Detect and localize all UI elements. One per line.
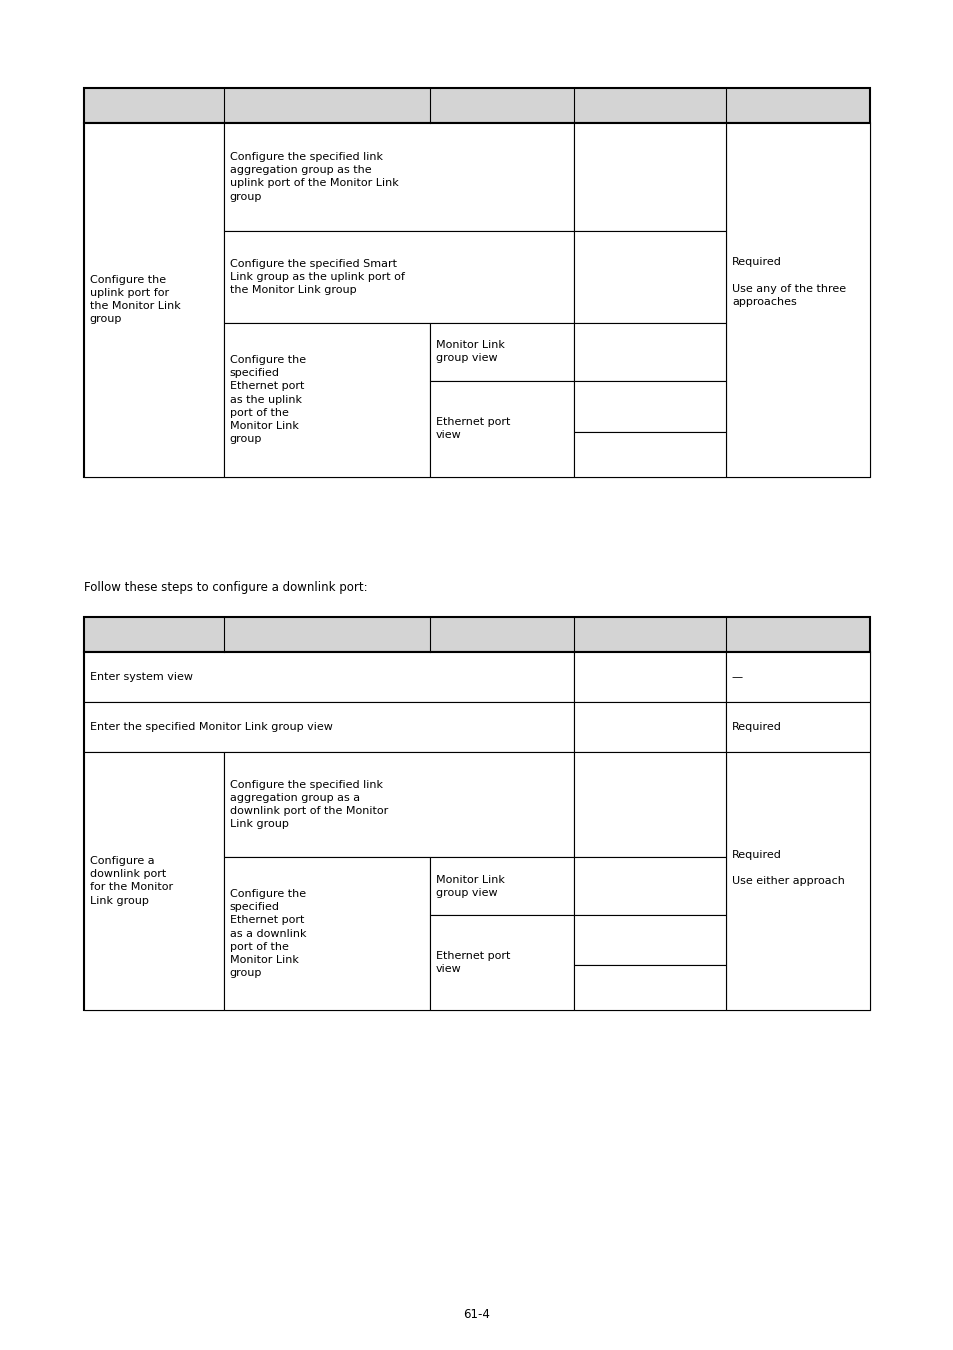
- Bar: [574, 915, 725, 965]
- Text: Required: Required: [731, 722, 781, 732]
- Bar: [84, 617, 869, 652]
- Bar: [574, 323, 725, 381]
- Bar: [574, 381, 725, 432]
- Text: Monitor Link
group view: Monitor Link group view: [436, 340, 504, 363]
- Bar: [84, 652, 574, 702]
- Text: Configure the specified link
aggregation group as a
downlink port of the Monitor: Configure the specified link aggregation…: [230, 780, 388, 829]
- Bar: [574, 857, 725, 915]
- Bar: [224, 323, 430, 477]
- Text: Configure the specified Smart
Link group as the uplink port of
the Monitor Link : Configure the specified Smart Link group…: [230, 259, 404, 294]
- Text: Ethernet port
view: Ethernet port view: [436, 417, 510, 440]
- Bar: [725, 123, 869, 477]
- Bar: [224, 123, 574, 231]
- Bar: [430, 381, 574, 477]
- Bar: [84, 123, 869, 477]
- Text: Enter system view: Enter system view: [90, 672, 193, 682]
- Bar: [725, 702, 869, 752]
- Bar: [224, 752, 574, 857]
- Bar: [430, 915, 574, 1010]
- Bar: [574, 652, 725, 702]
- Text: Configure the
specified
Ethernet port
as a downlink
port of the
Monitor Link
gro: Configure the specified Ethernet port as…: [230, 888, 306, 979]
- Text: Configure the specified link
aggregation group as the
uplink port of the Monitor: Configure the specified link aggregation…: [230, 153, 398, 201]
- Bar: [84, 652, 869, 1010]
- Bar: [430, 323, 574, 381]
- Bar: [574, 231, 725, 323]
- Bar: [725, 652, 869, 702]
- Bar: [84, 752, 224, 1010]
- Text: 61-4: 61-4: [463, 1308, 490, 1322]
- Text: Required

Use either approach: Required Use either approach: [731, 849, 844, 886]
- Bar: [574, 432, 725, 477]
- Bar: [224, 231, 574, 323]
- Bar: [725, 752, 869, 1010]
- Text: Ethernet port
view: Ethernet port view: [436, 950, 510, 975]
- Text: Enter the specified Monitor Link group view: Enter the specified Monitor Link group v…: [90, 722, 333, 732]
- Bar: [574, 752, 725, 857]
- Bar: [574, 123, 725, 231]
- Text: —: —: [731, 672, 742, 682]
- Bar: [224, 857, 430, 1010]
- Bar: [84, 702, 574, 752]
- Bar: [84, 123, 224, 477]
- Text: Configure the
uplink port for
the Monitor Link
group: Configure the uplink port for the Monito…: [90, 275, 180, 324]
- Text: Configure the
specified
Ethernet port
as the uplink
port of the
Monitor Link
gro: Configure the specified Ethernet port as…: [230, 355, 305, 444]
- Text: Required

Use any of the three
approaches: Required Use any of the three approaches: [731, 258, 845, 306]
- Text: Monitor Link
group view: Monitor Link group view: [436, 875, 504, 898]
- Bar: [430, 857, 574, 915]
- Text: Follow these steps to configure a downlink port:: Follow these steps to configure a downli…: [84, 580, 367, 594]
- Text: Configure a
downlink port
for the Monitor
Link group: Configure a downlink port for the Monito…: [90, 856, 172, 906]
- Bar: [574, 965, 725, 1010]
- Bar: [574, 702, 725, 752]
- Bar: [84, 88, 869, 123]
